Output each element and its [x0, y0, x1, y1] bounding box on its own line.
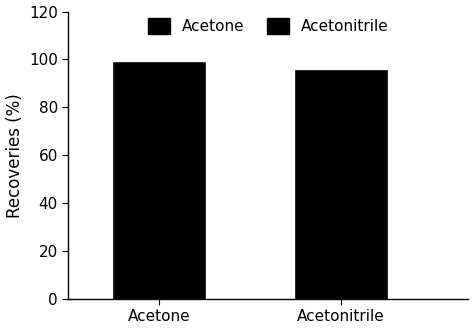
Legend: Acetone, Acetonitrile: Acetone, Acetonitrile — [144, 14, 393, 39]
Y-axis label: Recoveries (%): Recoveries (%) — [6, 93, 24, 218]
Bar — [114, 63, 205, 299]
Bar — [296, 72, 387, 299]
